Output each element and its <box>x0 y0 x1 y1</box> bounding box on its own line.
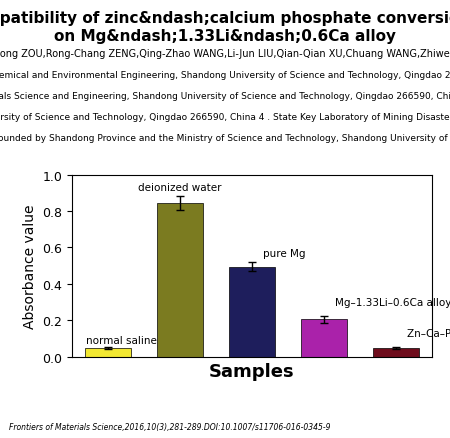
X-axis label: Samples: Samples <box>209 363 295 381</box>
Bar <box>301 320 347 357</box>
Bar <box>373 348 419 357</box>
Text: pure Mg: pure Mg <box>263 249 305 259</box>
Bar <box>157 203 203 357</box>
Text: on Mg&ndash;1.33Li&ndash;0.6Ca alloy: on Mg&ndash;1.33Li&ndash;0.6Ca alloy <box>54 28 396 43</box>
Text: College of Materials Science and Engineering, Shandong University of Science and: College of Materials Science and Enginee… <box>0 92 450 101</box>
Text: Blood compatibility of zinc&ndash;calcium phosphate conversion coating: Blood compatibility of zinc&ndash;calciu… <box>0 11 450 26</box>
Bar <box>85 348 131 357</box>
Text: normal saline: normal saline <box>86 335 157 345</box>
Text: Shandong University of Science and Technology, Qingdao 266590, China 4 . State K: Shandong University of Science and Techn… <box>0 113 450 122</box>
Text: 1 . College of Chemical and Environmental Engineering, Shandong University of Sc: 1 . College of Chemical and Environmenta… <box>0 71 450 80</box>
Text: Control Co-founded by Shandong Province and the Ministry of Science and Technolo: Control Co-founded by Shandong Province … <box>0 134 450 143</box>
Text: Zn–Ca–P coating: Zn–Ca–P coating <box>407 328 450 338</box>
Text: deionized water: deionized water <box>138 183 222 192</box>
Y-axis label: Absorbance value: Absorbance value <box>22 204 37 328</box>
Text: Frontiers of Materials Science,2016,10(3),281-289.DOI:10.1007/s11706-016-0345-9: Frontiers of Materials Science,2016,10(3… <box>9 422 330 431</box>
Text: Yu-Hong ZOU,Rong-Chang ZENG,Qing-Zhao WANG,Li-Jun LIU,Qian-Qian XU,Chuang WANG,Z: Yu-Hong ZOU,Rong-Chang ZENG,Qing-Zhao WA… <box>0 49 450 59</box>
Bar <box>229 267 275 357</box>
Text: Mg–1.33Li–0.6Ca alloy: Mg–1.33Li–0.6Ca alloy <box>335 297 450 307</box>
